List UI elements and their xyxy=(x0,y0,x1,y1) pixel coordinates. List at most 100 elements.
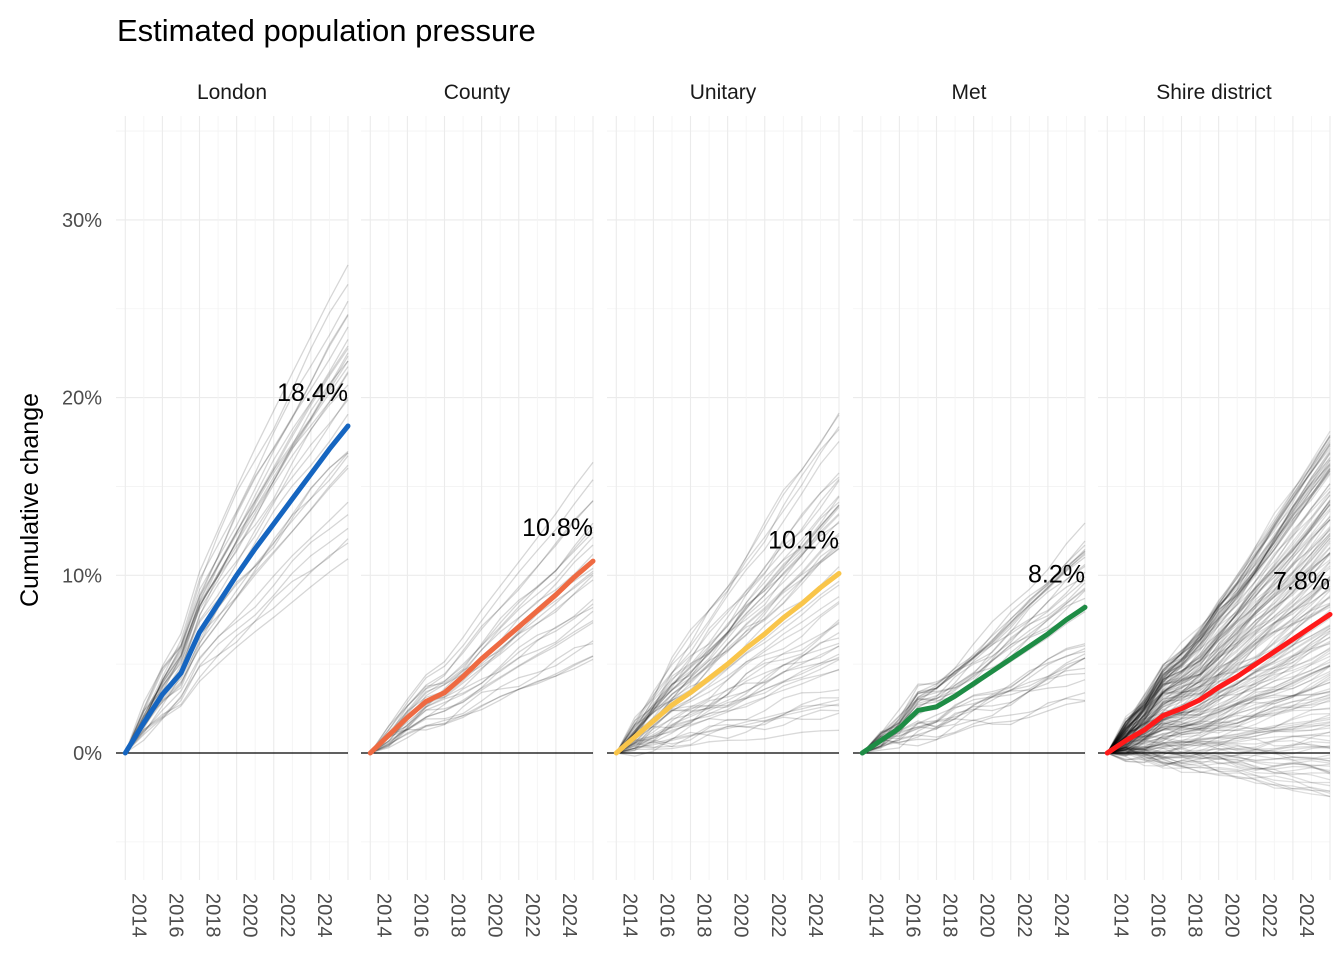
authority-line xyxy=(1106,553,1331,754)
facet-panel-unitary: Unitary 10.1% 2014 2016 2018 2020 2022 2024 xyxy=(607,81,842,938)
authority-line xyxy=(862,603,1086,754)
authority-line xyxy=(861,550,1086,754)
authority-line xyxy=(124,264,349,754)
authority-line xyxy=(615,547,840,754)
authority-line xyxy=(370,603,594,754)
authority-line xyxy=(124,355,349,754)
x-tick-label: 2018 xyxy=(1184,893,1206,938)
authority-line xyxy=(1107,735,1331,756)
authority-line xyxy=(615,697,839,754)
authority-line xyxy=(1106,518,1331,754)
x-tick-label: 2024 xyxy=(804,893,826,938)
authority-line xyxy=(369,531,594,754)
x-tick-label: 2018 xyxy=(939,893,961,938)
authority-line xyxy=(615,504,840,754)
authority-line xyxy=(124,284,349,754)
authority-line xyxy=(615,472,840,754)
authority-line xyxy=(615,637,840,754)
x-tick-label: 2020 xyxy=(730,893,752,938)
authority-line xyxy=(861,650,1086,754)
authority-line xyxy=(1107,714,1331,754)
authority-line xyxy=(1106,546,1331,754)
authority-line xyxy=(1106,469,1331,754)
authority-line xyxy=(124,455,349,754)
authority-line xyxy=(1106,472,1331,754)
authority-line xyxy=(1106,604,1331,754)
authority-line xyxy=(369,500,594,754)
x-tick-label: 2014 xyxy=(372,893,394,938)
facet-panel-met: Met 8.2% 2014 2016 2018 2020 2022 2024 xyxy=(853,81,1088,938)
authority-line xyxy=(124,345,349,754)
authority-line xyxy=(1106,464,1331,754)
authority-line xyxy=(1107,750,1331,781)
authority-line xyxy=(370,610,594,754)
authority-line xyxy=(1107,552,1331,754)
authority-line xyxy=(1107,752,1331,794)
authority-line xyxy=(124,300,349,754)
authority-line xyxy=(615,412,840,754)
authority-line xyxy=(1106,533,1331,754)
authority-line xyxy=(615,514,840,754)
authority-line xyxy=(1106,508,1331,754)
authority-line xyxy=(124,352,349,754)
authority-line xyxy=(1106,504,1331,754)
authority-line xyxy=(370,640,594,754)
authority-line xyxy=(124,339,349,754)
average-line xyxy=(1104,611,1333,756)
authority-line xyxy=(615,601,840,754)
authority-line xyxy=(1106,516,1331,754)
authority-line xyxy=(1107,674,1331,754)
x-tick-label: 2014 xyxy=(618,893,640,938)
authority-line xyxy=(124,366,349,754)
authority-line xyxy=(1106,490,1331,754)
authority-line xyxy=(1107,716,1331,754)
facet-strip-label: Unitary xyxy=(690,81,757,104)
authority-line xyxy=(1107,746,1331,767)
authority-line xyxy=(1106,501,1331,754)
authority-line xyxy=(369,606,594,754)
authority-line xyxy=(1107,752,1331,787)
authority-line xyxy=(124,452,349,754)
facet-strip-label: Shire district xyxy=(1156,81,1272,104)
authority-line xyxy=(1106,587,1331,754)
x-tick-label: 2024 xyxy=(313,893,335,938)
authority-line xyxy=(1106,464,1331,754)
authority-line xyxy=(861,544,1086,754)
authority-line xyxy=(1106,537,1331,754)
y-tick-label: 30% xyxy=(62,210,102,232)
x-tick-label: 2020 xyxy=(1221,893,1243,938)
authority-line xyxy=(615,505,840,754)
authority-line xyxy=(861,553,1086,754)
authority-line xyxy=(369,622,594,754)
authority-line xyxy=(1106,559,1331,754)
authority-line xyxy=(1106,596,1331,754)
authority-line xyxy=(1107,700,1331,754)
authority-line xyxy=(1107,690,1331,754)
authority-line xyxy=(1106,441,1331,754)
authority-line xyxy=(124,314,349,754)
authority-line xyxy=(1107,748,1331,767)
authority-line xyxy=(1106,510,1331,754)
authority-line xyxy=(1106,453,1331,754)
authority-line xyxy=(1107,727,1331,754)
authority-line xyxy=(862,571,1086,754)
authority-line xyxy=(1107,636,1331,754)
authority-line xyxy=(615,658,840,754)
authority-line xyxy=(1107,718,1331,754)
authority-line xyxy=(615,709,840,754)
authority-line xyxy=(1107,752,1331,792)
authority-line xyxy=(616,703,840,754)
authority-line xyxy=(1106,463,1331,754)
authority-line xyxy=(862,679,1086,754)
authority-line xyxy=(615,532,840,754)
authority-line xyxy=(615,542,840,754)
authority-line xyxy=(616,712,840,757)
authority-line xyxy=(1107,676,1331,757)
authority-line xyxy=(616,699,840,754)
authority-line xyxy=(1106,470,1331,754)
authority-line xyxy=(861,697,1086,754)
authority-line xyxy=(1106,547,1331,754)
authority-line xyxy=(1106,565,1331,754)
authority-line xyxy=(615,504,840,754)
authority-line xyxy=(862,700,1086,754)
